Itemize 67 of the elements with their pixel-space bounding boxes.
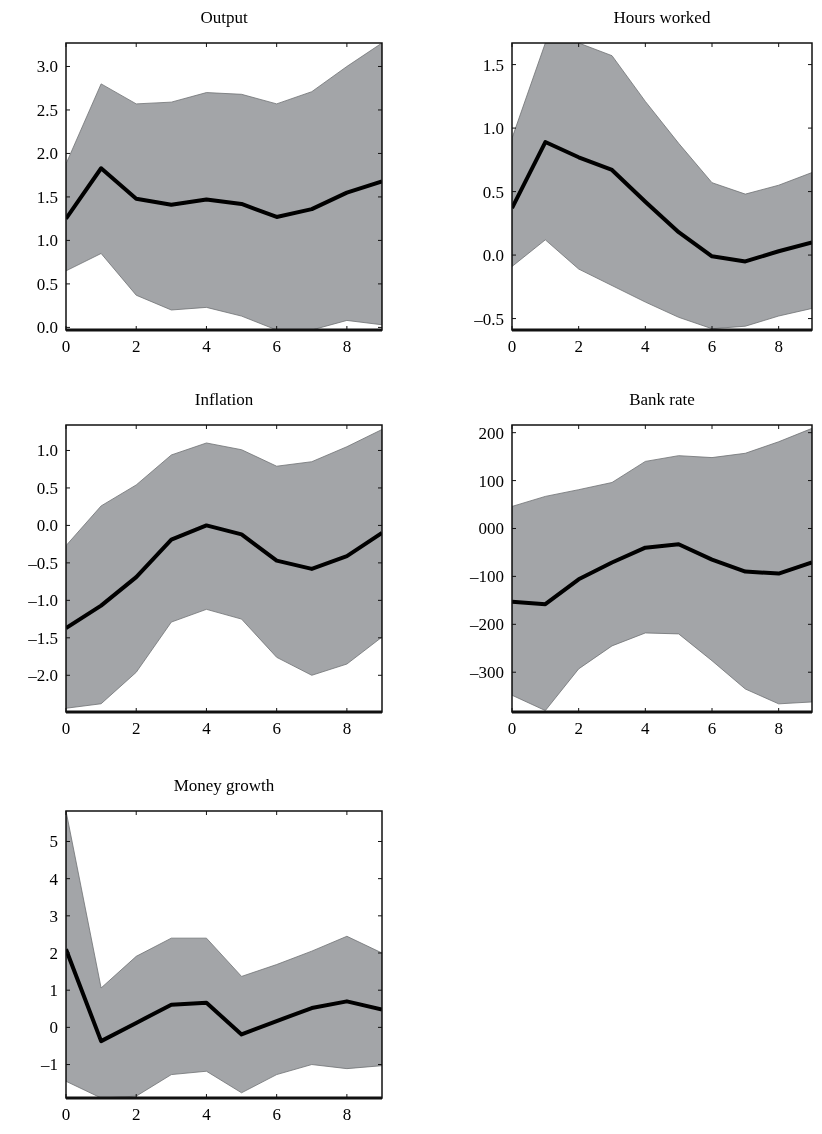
y-tick-label: 0.5	[482, 182, 504, 202]
x-tick-label: 2	[131, 1105, 141, 1124]
chart-title: Money growth	[173, 776, 275, 795]
y-tick-label: 0.5	[36, 478, 58, 498]
x-tick-label: 0	[507, 337, 517, 356]
y-tick-label: 3	[49, 906, 58, 926]
y-tick-label: 200	[478, 423, 504, 443]
y-tick-label: –1.0	[27, 591, 58, 611]
y-tick-label: 1.0	[36, 231, 58, 251]
chart-title: Bank rate	[629, 390, 695, 409]
x-tick-label: 2	[574, 719, 583, 738]
x-tick-label: 6	[272, 337, 281, 356]
x-tick-label: 0	[61, 337, 71, 356]
y-tick-label: 4	[49, 869, 59, 889]
y-tick-label: –0.5	[27, 553, 58, 573]
y-tick-label: 0	[49, 1018, 58, 1038]
x-tick-label: 8	[774, 337, 783, 356]
line-series	[66, 166, 382, 221]
x-tick-label: 4	[202, 719, 212, 738]
x-tick-label: 4	[202, 1105, 212, 1124]
y-tick-label: 0.0	[482, 246, 504, 266]
line-series	[66, 947, 382, 1044]
line-series	[66, 523, 382, 631]
x-tick-label: 4	[202, 337, 212, 356]
y-tick-label: –1.5	[27, 628, 58, 648]
x-tick-label: 6	[272, 719, 281, 738]
y-tick-label: –200	[469, 615, 504, 635]
y-tick-label: 0.5	[36, 274, 58, 294]
line-series	[512, 140, 812, 264]
x-tick-label: 8	[342, 337, 352, 356]
x-tick-label: 0	[61, 719, 71, 738]
x-tick-label: 6	[707, 337, 717, 356]
x-tick-label: 6	[707, 719, 717, 738]
y-tick-label: 1.0	[36, 441, 58, 461]
y-tick-label: 1.5	[36, 187, 58, 207]
chart-title: Inflation	[194, 390, 254, 409]
x-tick-label: 4	[641, 337, 651, 356]
y-tick-label: 000	[478, 519, 504, 539]
x-tick-label: 8	[774, 719, 783, 738]
y-tick-label: 2.5	[36, 100, 58, 120]
line-series	[512, 542, 812, 607]
y-tick-label: 5	[49, 832, 58, 852]
chart-title: Output	[200, 8, 248, 27]
y-tick-label: 3.0	[36, 57, 58, 77]
x-tick-label: 4	[641, 719, 651, 738]
y-tick-label: –0.5	[473, 309, 504, 329]
x-tick-label: 0	[507, 719, 517, 738]
y-tick-label: 1.5	[482, 55, 504, 75]
x-tick-label: 8	[342, 719, 352, 738]
x-tick-label: 2	[574, 337, 583, 356]
x-tick-label: 8	[342, 1105, 352, 1124]
y-tick-label: 1	[49, 981, 58, 1001]
x-tick-label: 2	[131, 337, 141, 356]
y-tick-label: –100	[469, 567, 504, 587]
y-tick-label: –1	[40, 1055, 58, 1075]
y-tick-label: 0.0	[36, 318, 58, 338]
x-tick-label: 2	[131, 719, 141, 738]
x-tick-label: 0	[61, 1105, 71, 1124]
y-tick-label: 2	[49, 943, 58, 963]
chart-title: Hours worked	[613, 8, 711, 27]
y-tick-label: 1.0	[482, 119, 504, 139]
y-tick-label: –2.0	[27, 666, 58, 686]
y-tick-label: 2.0	[36, 144, 58, 164]
y-tick-label: –300	[469, 663, 504, 683]
x-tick-label: 6	[272, 1105, 281, 1124]
y-tick-label: 0.0	[36, 516, 58, 536]
y-tick-label: 100	[478, 471, 504, 491]
